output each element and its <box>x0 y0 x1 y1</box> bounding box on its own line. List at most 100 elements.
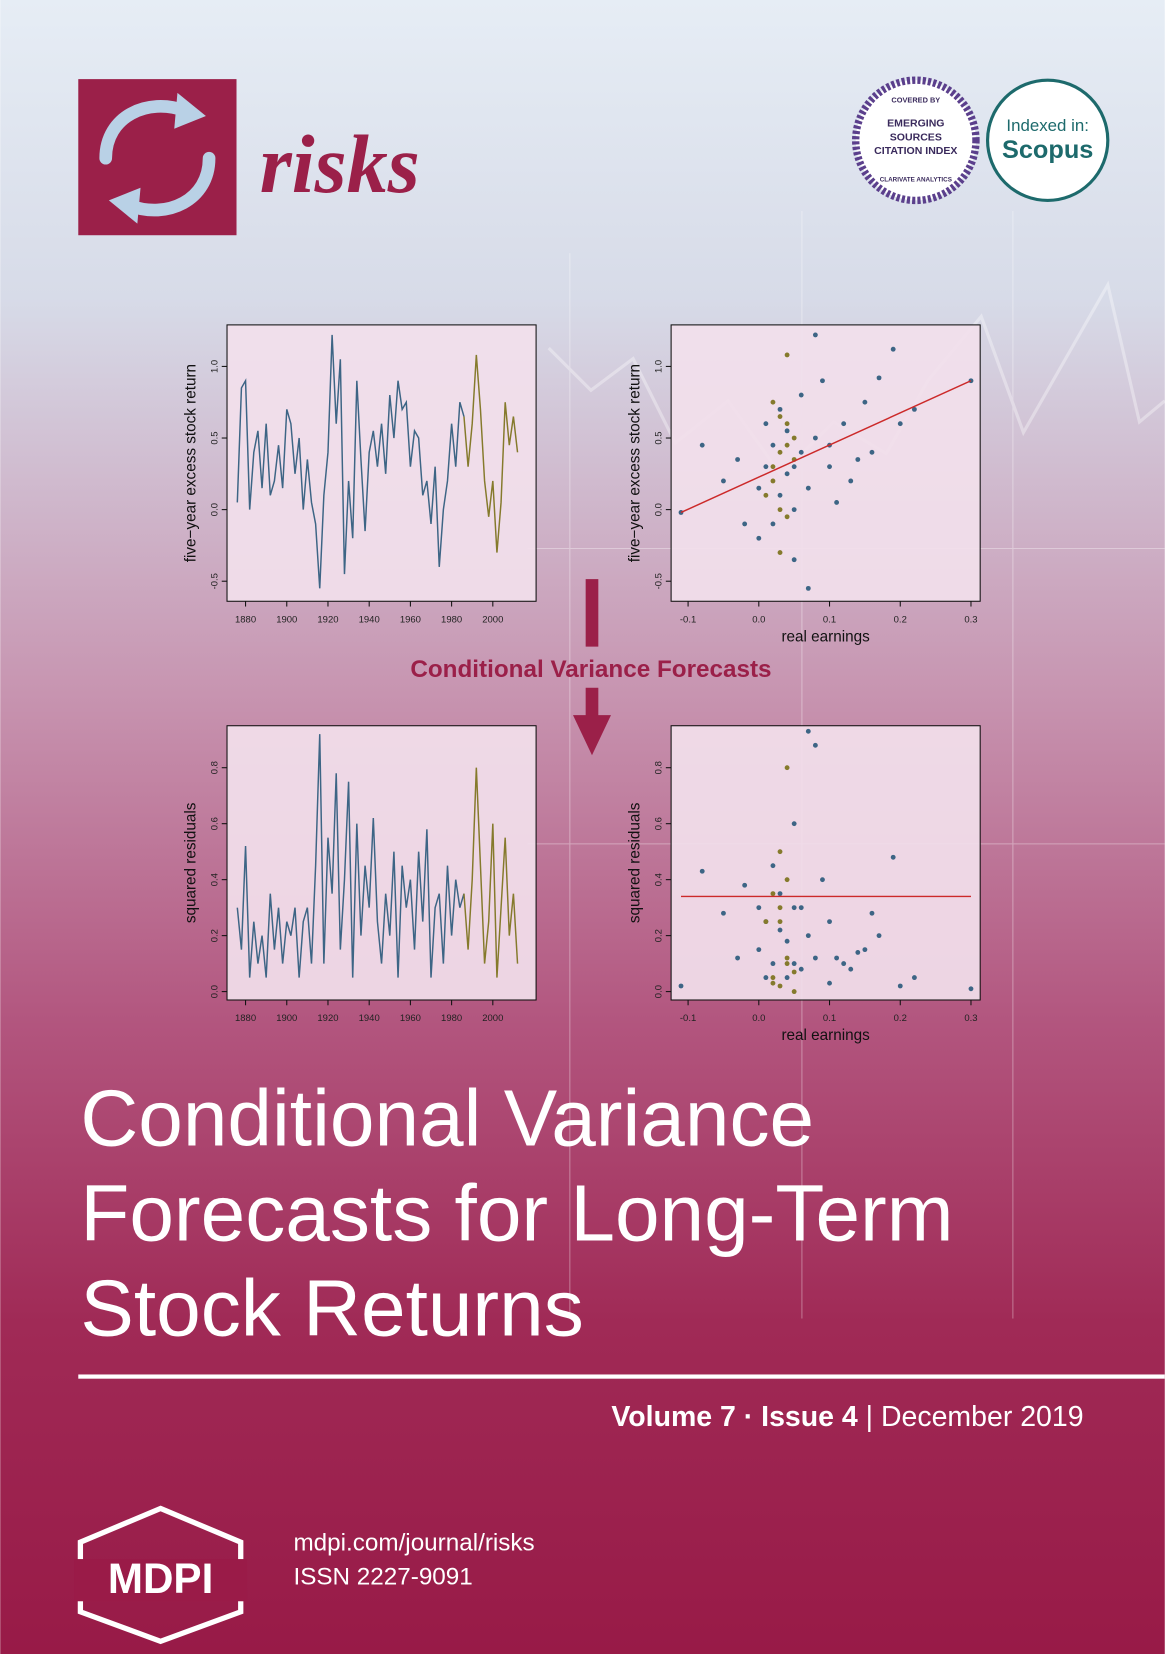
y-axis-label: five−year excess stock return <box>626 364 643 562</box>
scatter-point <box>784 975 790 981</box>
scatter-point <box>777 927 783 933</box>
y-axis-label: squared residuals <box>182 802 199 923</box>
scatter-point <box>777 492 783 498</box>
scatter-point <box>763 464 769 470</box>
scatter-point <box>869 910 875 916</box>
scatter-point <box>791 507 797 513</box>
scatter-point <box>890 854 896 860</box>
scatter-point <box>784 877 790 883</box>
x-tick-label: 1940 <box>359 614 380 625</box>
scatter-point <box>763 492 769 498</box>
scatter-point <box>784 421 790 427</box>
scatter-point <box>784 352 790 358</box>
scatter-point <box>777 406 783 412</box>
scatter-point <box>798 905 804 911</box>
chart: 1880 1900 1920 1940 1960 1980 2000 -0.5 0.0 0.5 1.… <box>182 324 537 625</box>
y-tick-label: 0.8 <box>654 761 665 774</box>
plot-area <box>670 725 981 1001</box>
scopus-badge <box>985 78 1110 203</box>
scatter-point <box>763 919 769 925</box>
scatter-point <box>777 919 783 925</box>
esci-line: SOURCES <box>890 131 942 143</box>
scatter-point <box>791 969 797 975</box>
date: December 2019 <box>881 1401 1084 1433</box>
volume: Volume 7 <box>611 1401 735 1433</box>
scatter-point <box>699 868 705 874</box>
title-line: Stock Returns <box>80 1262 583 1352</box>
scatter-point <box>777 414 783 419</box>
mdpi-hexagon <box>77 1505 244 1645</box>
scatter-point <box>770 980 776 986</box>
x-tick-label: 0.1 <box>823 1013 836 1024</box>
x-axis-label: real earnings <box>781 628 870 645</box>
scatter-point <box>805 728 811 734</box>
scatter-point <box>869 449 875 455</box>
scatter-point <box>798 966 804 972</box>
y-tick-label: 0.6 <box>654 817 665 830</box>
scatter-point <box>735 955 741 961</box>
logo-arrowhead <box>108 187 141 224</box>
scatter-point <box>784 961 790 967</box>
scatter-point <box>805 585 811 591</box>
fit-line <box>680 380 972 514</box>
y-axis-label: squared residuals <box>626 802 643 923</box>
flow-arrow <box>585 687 599 720</box>
scatter-point <box>721 478 726 484</box>
x-tick-label: 0.0 <box>752 1013 765 1024</box>
logo-arrowhead <box>174 92 206 129</box>
scatter-point <box>784 938 790 944</box>
scopus-indexed: Indexed in: <box>1006 116 1089 135</box>
x-tick-label: 1980 <box>441 614 462 625</box>
y-axis-label: five−year excess stock return <box>182 364 199 562</box>
y-tick-label: 0.2 <box>654 929 665 942</box>
scatter-point <box>678 983 684 989</box>
esci-line: CITATION INDEX <box>874 145 957 157</box>
scatter-point <box>763 975 769 981</box>
scatter-point <box>742 521 748 527</box>
scatter-point <box>911 975 917 981</box>
x-tick-label: 0.3 <box>964 1013 977 1024</box>
scatter-point <box>721 910 726 916</box>
scatter-point <box>791 905 797 911</box>
scatter-point <box>812 955 818 961</box>
scatter-point <box>784 428 790 434</box>
scatter-point <box>742 882 748 888</box>
x-tick-label: 1940 <box>359 1013 380 1024</box>
scatter-point <box>791 821 797 827</box>
x-tick-label: 1900 <box>276 1013 297 1024</box>
scatter-point <box>784 471 790 477</box>
y-tick-label: 0.6 <box>210 817 221 830</box>
scatter-point <box>770 442 776 448</box>
scatter-point <box>897 421 903 427</box>
plot-area <box>226 324 537 602</box>
scatter-point <box>848 478 854 484</box>
separator: | <box>866 1401 873 1433</box>
issue-info: Volume 7 · Issue 4 | December 2019 <box>611 1401 1083 1433</box>
x-tick-label: 1960 <box>400 614 421 625</box>
divider <box>78 1374 1165 1379</box>
chart: -0.1 0.0 0.1 0.2 0.3 0.0 0.2 0.4 0.6 0.8 squared r… <box>626 725 981 1044</box>
x-tick-label: -0.1 <box>680 614 696 625</box>
publisher: MDPI <box>108 1555 213 1602</box>
x-tick-label: 0.1 <box>823 614 836 625</box>
scatter-point <box>876 375 882 381</box>
scatter-point <box>834 955 840 961</box>
flow-arrowhead <box>573 715 611 756</box>
scatter-point <box>827 980 832 986</box>
scatter-point <box>777 449 783 455</box>
x-tick-label: 1900 <box>276 614 297 625</box>
esci-bottom: CLARIVATE ANALYTICS <box>880 176 952 183</box>
scopus-name: Scopus <box>1002 136 1093 164</box>
scatter-point <box>791 961 797 967</box>
scatter-point <box>876 933 882 939</box>
scatter-point <box>798 449 804 455</box>
charts: 1880 1900 1920 1940 1960 1980 2000 -0.5 0.0 0.5 1.… <box>182 324 981 1044</box>
esci-covered: COVERED BY <box>891 95 940 104</box>
y-tick-label: 0.0 <box>210 985 221 998</box>
issue: Issue 4 <box>761 1401 858 1433</box>
scatter-point <box>791 557 797 563</box>
separator: · <box>744 1401 753 1433</box>
scatter-point <box>791 464 797 470</box>
scatter-point <box>820 877 825 883</box>
scatter-point <box>911 406 917 412</box>
